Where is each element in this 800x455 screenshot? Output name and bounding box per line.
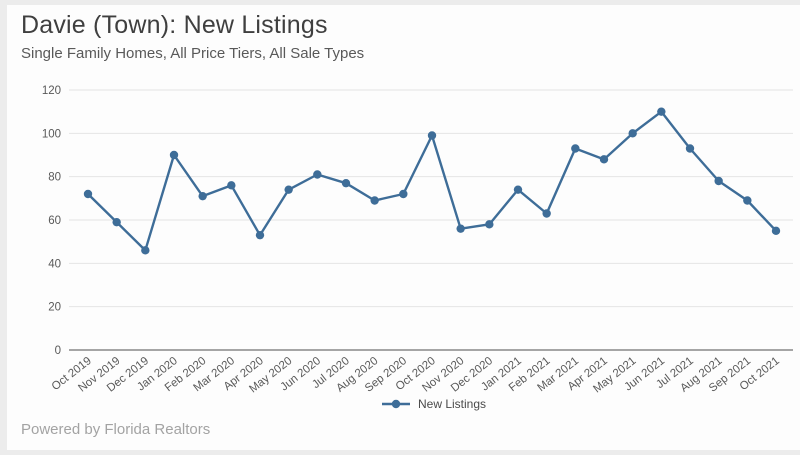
data-point[interactable]: [399, 189, 408, 199]
data-point[interactable]: [542, 209, 551, 218]
y-tick-label: 120: [42, 85, 61, 97]
y-tick-label: 60: [48, 215, 61, 227]
legend-label: New Listings: [418, 397, 487, 411]
data-point[interactable]: [83, 189, 93, 199]
data-point[interactable]: [685, 144, 695, 153]
y-tick-label: 0: [55, 345, 61, 357]
data-point[interactable]: [112, 217, 121, 227]
data-point[interactable]: [227, 181, 236, 190]
data-point[interactable]: [657, 107, 666, 116]
data-point[interactable]: [485, 220, 494, 229]
data-point[interactable]: [141, 246, 150, 255]
data-point[interactable]: [743, 196, 752, 205]
data-point[interactable]: [456, 224, 465, 233]
data-point[interactable]: [599, 155, 609, 164]
y-tick-label: 20: [48, 302, 61, 314]
data-point[interactable]: [714, 176, 723, 186]
data-point[interactable]: [169, 150, 179, 160]
chart-card: Davie (Town): New Listings Single Family…: [7, 5, 800, 450]
data-point[interactable]: [370, 196, 379, 205]
page-subtitle: Single Family Homes, All Price Tiers, Al…: [21, 45, 365, 62]
data-point[interactable]: [198, 191, 207, 201]
data-point[interactable]: [313, 170, 322, 179]
data-point[interactable]: [628, 129, 637, 138]
data-point[interactable]: [427, 131, 437, 140]
legend-item-new-listings[interactable]: New Listings: [381, 397, 486, 411]
data-point[interactable]: [341, 178, 351, 188]
data-point[interactable]: [771, 226, 781, 236]
data-point[interactable]: [255, 230, 265, 240]
line-series-icon: [382, 399, 410, 409]
y-tick-label: 80: [48, 172, 61, 184]
data-point[interactable]: [284, 185, 293, 194]
page-title: Davie (Town): New Listings: [21, 11, 328, 39]
powered-by-text: Powered by Florida Realtors: [21, 421, 211, 438]
data-point[interactable]: [571, 144, 580, 153]
y-tick-label: 100: [42, 128, 61, 140]
data-point[interactable]: [513, 185, 523, 194]
y-tick-label: 40: [48, 258, 61, 270]
